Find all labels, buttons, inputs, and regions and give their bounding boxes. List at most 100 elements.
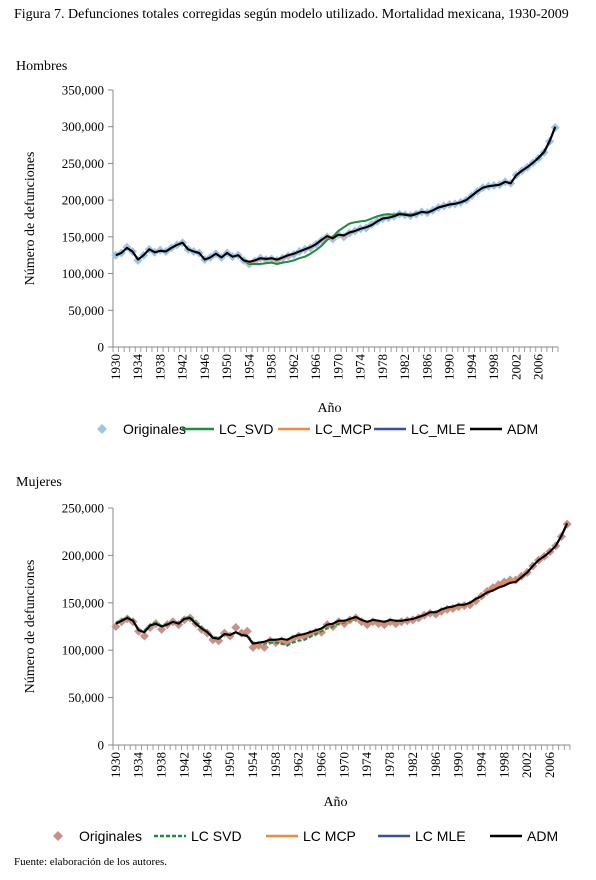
legend-item-adm: ADM [470,418,538,440]
y-tick-label: 50,000 [68,303,104,318]
x-tick-label: 1946 [199,752,214,779]
x-tick-label: 1966 [308,354,323,381]
x-tick-label: 1982 [397,354,412,380]
x-tick-label: 1994 [464,354,479,381]
legend-symbol [374,427,406,431]
panel-label-hombres: Hombres [16,59,68,74]
x-tick-label: 1982 [405,752,420,778]
series-line-adm [115,126,557,263]
panel-label-mujeres: Mujeres [16,475,62,490]
x-tick-label: 1986 [428,752,443,779]
legend-label: LC MLE [415,828,466,844]
x-axis-title: Año [323,795,347,810]
legend-symbol [490,834,522,838]
x-tick-label: 1938 [152,354,167,380]
legend-label: LC_MCP [315,421,372,437]
legend-item-lc-svd: LC_SVD [182,418,273,440]
legend-item-originales: Originales [42,825,142,847]
x-tick-label: 1934 [131,752,146,779]
x-tick-label: 1990 [442,354,457,380]
x-tick-label: 1958 [264,354,279,380]
x-tick-label: 2002 [508,354,523,380]
x-tick-label: 1978 [375,354,390,380]
y-tick-label: 0 [98,340,105,355]
y-tick-label: 350,000 [62,83,104,98]
x-tick-label: 1994 [473,752,488,779]
x-tick-label: 1930 [108,354,123,380]
legend-symbol [97,424,107,434]
x-tick-label: 1986 [419,354,434,381]
data-point-originales [139,631,149,641]
legend-label: LC_MLE [411,421,466,437]
series-line-lc-mcp [115,523,569,646]
y-tick-label: 200,000 [62,548,104,563]
x-tick-label: 1950 [222,752,237,778]
y-axis-title: Número de defunciones [23,560,38,694]
y-tick-label: 200,000 [62,193,104,208]
series-line-adm [115,522,569,645]
x-tick-label: 1970 [330,354,345,380]
y-tick-label: 250,000 [62,501,104,516]
x-tick-label: 2002 [519,752,534,778]
x-tick-label: 1938 [154,752,169,778]
legend-symbol [266,834,298,838]
legend-label: Originales [79,828,143,844]
legend-mujeres: Originales LC SVD LC MCP LC MLE ADM [0,825,596,847]
x-tick-label: 1946 [197,354,212,381]
x-tick-label: 2006 [531,354,546,381]
legend-label: LC_SVD [219,421,274,437]
source-note: Fuente: elaboración de los autores. [14,856,168,868]
legend-item-lc-mle: LC_MLE [374,418,465,440]
x-tick-label: 1974 [359,752,374,779]
data-point-originales [231,622,241,632]
legend-symbol [278,427,310,431]
data-point-originales [214,636,224,646]
x-tick-label: 1930 [108,752,123,778]
legend-symbol [470,427,502,431]
x-tick-label: 1962 [291,752,306,778]
x-tick-label: 1954 [245,752,260,779]
x-tick-label: 1974 [353,354,368,381]
legend-symbol [154,834,186,838]
x-tick-label: 1950 [219,354,234,380]
legend-label: Originales [123,421,187,437]
legend-label: ADM [527,828,559,844]
legend-hombres: Originales LC_SVD LC_MCP LC_MLE ADM [0,418,596,440]
legend-item-originales: Originales [86,418,186,440]
legend-symbol [182,427,214,431]
y-tick-label: 50,000 [68,690,104,705]
x-tick-label: 1942 [176,752,191,778]
legend-symbol [378,834,410,838]
x-tick-label: 1978 [382,752,397,778]
y-tick-label: 250,000 [62,156,104,171]
data-point-originales [111,622,121,631]
y-tick-label: 150,000 [62,229,104,244]
legend-item-adm: ADM [490,825,558,847]
data-point-originales [157,624,167,634]
data-point-originales [242,626,252,636]
x-tick-label: 1966 [314,752,329,779]
legend-label: LC MCP [303,828,356,844]
legend-item-lc-svd: LC SVD [154,825,242,847]
figure-title: Figura 7. Defunciones totales corregidas… [14,7,569,22]
y-axis-title: Número de defunciones [23,152,38,286]
legend-item-lc-mle: LC MLE [378,825,466,847]
x-tick-label: 1934 [130,354,145,381]
x-tick-label: 1942 [175,354,190,380]
y-tick-label: 0 [98,738,105,753]
x-tick-label: 1958 [268,752,283,778]
legend-label: ADM [507,421,539,437]
data-point-originales [259,642,269,652]
x-tick-label: 1990 [451,752,466,778]
legend-label: LC SVD [191,828,242,844]
legend-symbol [53,831,63,841]
x-tick-label: 1998 [486,354,501,380]
chart-mujeres: 0 50,000 100,000 150,000 200,000 250,000 1930 1… [23,501,572,810]
x-tick-label: 1962 [286,354,301,380]
x-tick-label: 1998 [496,752,511,778]
legend-item-lc-mcp: LC MCP [266,825,356,847]
y-tick-label: 100,000 [62,266,104,281]
x-tick-label: 1954 [241,354,256,381]
x-tick-label: 1970 [336,752,351,778]
data-point-originales [208,635,218,645]
